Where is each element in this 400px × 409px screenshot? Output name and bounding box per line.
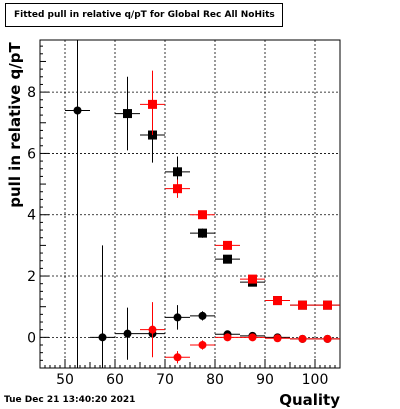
data-point-square (273, 296, 282, 306)
y-tick-label: 0 (27, 330, 36, 346)
y-axis-label: pull in relative q/pT (6, 41, 24, 207)
data-point-circle (173, 313, 182, 322)
series-layer (65, 40, 340, 368)
y-tick-label: 8 (27, 85, 36, 101)
x-tick-label: 60 (106, 372, 124, 388)
data-point-circle (148, 325, 157, 334)
data-point-circle (273, 334, 282, 343)
data-point-circle (323, 334, 332, 343)
y-tick-label: 6 (27, 146, 36, 162)
timestamp: Tue Dec 21 13:40:20 2021 (4, 395, 136, 405)
series-2 (140, 70, 340, 310)
data-point-circle (198, 341, 207, 350)
x-tick-label: 90 (256, 372, 274, 388)
data-point-circle (298, 334, 307, 343)
data-point-circle (173, 353, 182, 362)
data-point-square (223, 240, 232, 250)
axis-ticks: 50 60 70 80 90 100 0 2 4 6 8 (27, 45, 341, 388)
data-point-square (148, 99, 157, 109)
plot-frame (39, 39, 341, 369)
x-axis-label: Quality (279, 391, 340, 409)
data-point-circle (98, 333, 107, 342)
data-point-square (223, 254, 232, 264)
y-tick-label: 2 (27, 269, 36, 285)
data-point-square (323, 300, 332, 310)
x-tick-label: 100 (302, 372, 329, 388)
data-point-square (198, 228, 207, 238)
data-point-square (198, 210, 207, 220)
chart-title: Fitted pull in relative q/pT for Global … (14, 10, 275, 20)
data-point-circle (123, 329, 132, 338)
data-point-circle (198, 311, 207, 320)
data-point-square (173, 184, 182, 194)
data-point-square (248, 274, 257, 284)
data-point-square (123, 109, 132, 119)
data-point-circle (73, 106, 82, 115)
series-3 (140, 302, 340, 364)
data-point-circle (248, 333, 257, 342)
x-tick-label: 80 (206, 372, 224, 388)
data-point-square (298, 300, 307, 310)
x-tick-label: 50 (56, 372, 74, 388)
data-point-circle (223, 333, 232, 342)
y-tick-label: 4 (27, 208, 36, 224)
chart-title-box: Fitted pull in relative q/pT for Global … (5, 3, 283, 27)
x-tick-label: 70 (156, 372, 174, 388)
data-point-square (173, 167, 182, 177)
